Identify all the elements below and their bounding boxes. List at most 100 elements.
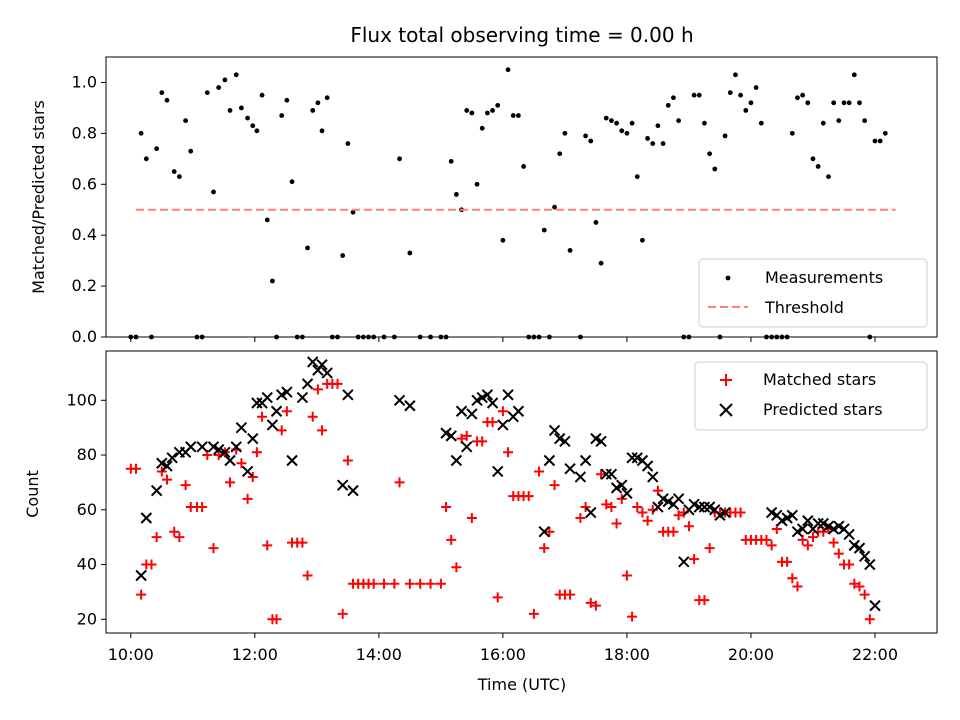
predicted-stars-point: [574, 471, 587, 483]
predicted-stars-point: [301, 378, 314, 390]
matched-stars-point: [242, 493, 253, 504]
matched-stars-point: [466, 513, 477, 524]
measurements-point: [495, 102, 501, 108]
matched-stars-point: [446, 534, 457, 545]
measurements-legend-marker: [725, 275, 731, 281]
predicted-stars-point: [559, 435, 571, 448]
predicted-stars-point: [605, 468, 618, 480]
matched-stars-point: [492, 592, 503, 603]
measurements-point: [583, 133, 588, 139]
measurements-point: [254, 128, 260, 134]
measurements-point: [319, 128, 325, 134]
top-chart-title: Flux total observing time = 0.00 h: [350, 23, 693, 47]
measurements-point: [722, 133, 728, 139]
measurements-point: [250, 123, 256, 129]
predicted-stars-point: [595, 435, 607, 448]
measurements-point: [448, 158, 454, 164]
matched-stars-point: [797, 534, 808, 545]
matched-stars-point: [136, 589, 147, 600]
predicted-stars-point: [393, 394, 406, 406]
matched-stars-point: [652, 485, 663, 496]
predicted-stars-point: [564, 463, 576, 475]
measurements-point: [727, 90, 733, 96]
matched-stars-point: [565, 589, 576, 600]
measurements-point: [289, 179, 295, 185]
matched-stars-point: [627, 611, 638, 622]
matched-stars-point: [549, 480, 560, 491]
measurements-point: [629, 120, 635, 126]
predicted-stars-point: [843, 528, 855, 541]
predicted-stars-point: [853, 542, 866, 554]
matched-stars-point: [202, 450, 213, 461]
matched-stars-point: [544, 526, 555, 537]
matched-stars-point: [699, 595, 710, 606]
matched-stars-point: [389, 578, 400, 589]
measurements-point: [815, 164, 821, 169]
predicted-stars-point: [316, 358, 328, 371]
matched-stars-point: [262, 540, 273, 551]
matched-stars-point: [807, 532, 818, 543]
matched-stars-point: [425, 578, 436, 589]
predicted-stars-point: [404, 400, 416, 412]
matched-stars-point: [130, 463, 141, 474]
bottom-x-tick-label: 18:00: [604, 645, 650, 664]
matched-stars-point: [208, 543, 219, 554]
predicted-stars-point: [698, 501, 711, 513]
measurements-point: [324, 95, 330, 101]
predicted-stars-point: [347, 484, 359, 497]
measurements-point: [676, 118, 682, 124]
measurements-point: [245, 115, 251, 121]
measurements-point: [315, 100, 321, 106]
predicted-stars-point: [161, 460, 173, 472]
top-y-tick-label: 1.0: [72, 72, 97, 91]
matched-stars-point: [859, 589, 870, 600]
matched-stars-point: [683, 521, 694, 532]
measurements-point: [521, 164, 526, 169]
matched-stars-point: [782, 556, 793, 567]
measurements-point: [469, 110, 475, 116]
measurements-point: [490, 108, 495, 113]
matched-stars-point: [394, 477, 405, 488]
measurements-point: [634, 174, 640, 180]
top-y-tick-label: 0.8: [72, 123, 97, 142]
measurements-point: [733, 72, 738, 78]
measurements-point: [562, 130, 568, 136]
predicted-stars-point: [286, 454, 298, 467]
matched-stars-point: [276, 425, 287, 436]
measurements-point: [800, 92, 806, 98]
measurements-point: [789, 130, 795, 136]
measurements-point: [164, 97, 170, 103]
measurements-point: [238, 105, 244, 111]
measurements-point: [500, 237, 506, 243]
top-axes-frame: [105, 56, 938, 338]
predicted-stars-point: [812, 517, 824, 530]
measurements-point: [805, 100, 811, 106]
measurements-point: [464, 108, 470, 113]
bottom-y-tick-label: 40: [77, 555, 97, 574]
matched-stars-point: [802, 540, 813, 551]
bottom-legend-box: [694, 361, 928, 431]
predicted-stars-point: [166, 452, 178, 464]
measurements-point: [305, 245, 310, 251]
matched-stars-point: [477, 436, 488, 447]
predicted-stars-point: [140, 512, 153, 524]
predicted-stars-point: [538, 525, 550, 538]
matched-stars-point: [257, 411, 268, 422]
matched-stars-point: [787, 573, 798, 584]
bottom-plot-area: 20 40 60 80 100 10:00 12:00 14:00 16:00 18:00 20:0…: [66, 350, 938, 664]
matched-stars-point: [312, 384, 323, 395]
predicted-stars-point: [512, 405, 525, 417]
measurements-point: [712, 166, 718, 172]
bottom-y-tick-label: 100: [66, 390, 97, 409]
predicted-stars-point: [786, 509, 799, 521]
measurements-point: [216, 85, 222, 90]
matched-stars-point: [864, 614, 875, 625]
measurements-point: [862, 118, 868, 124]
predicted-stars-point: [342, 389, 354, 401]
predicted-stars-point: [241, 465, 254, 478]
predicted-stars-point: [652, 501, 664, 513]
predicted-stars-point: [247, 432, 259, 445]
matched-stars-point: [818, 526, 829, 537]
measurements-point: [154, 146, 160, 152]
measurements-point: [557, 151, 563, 157]
